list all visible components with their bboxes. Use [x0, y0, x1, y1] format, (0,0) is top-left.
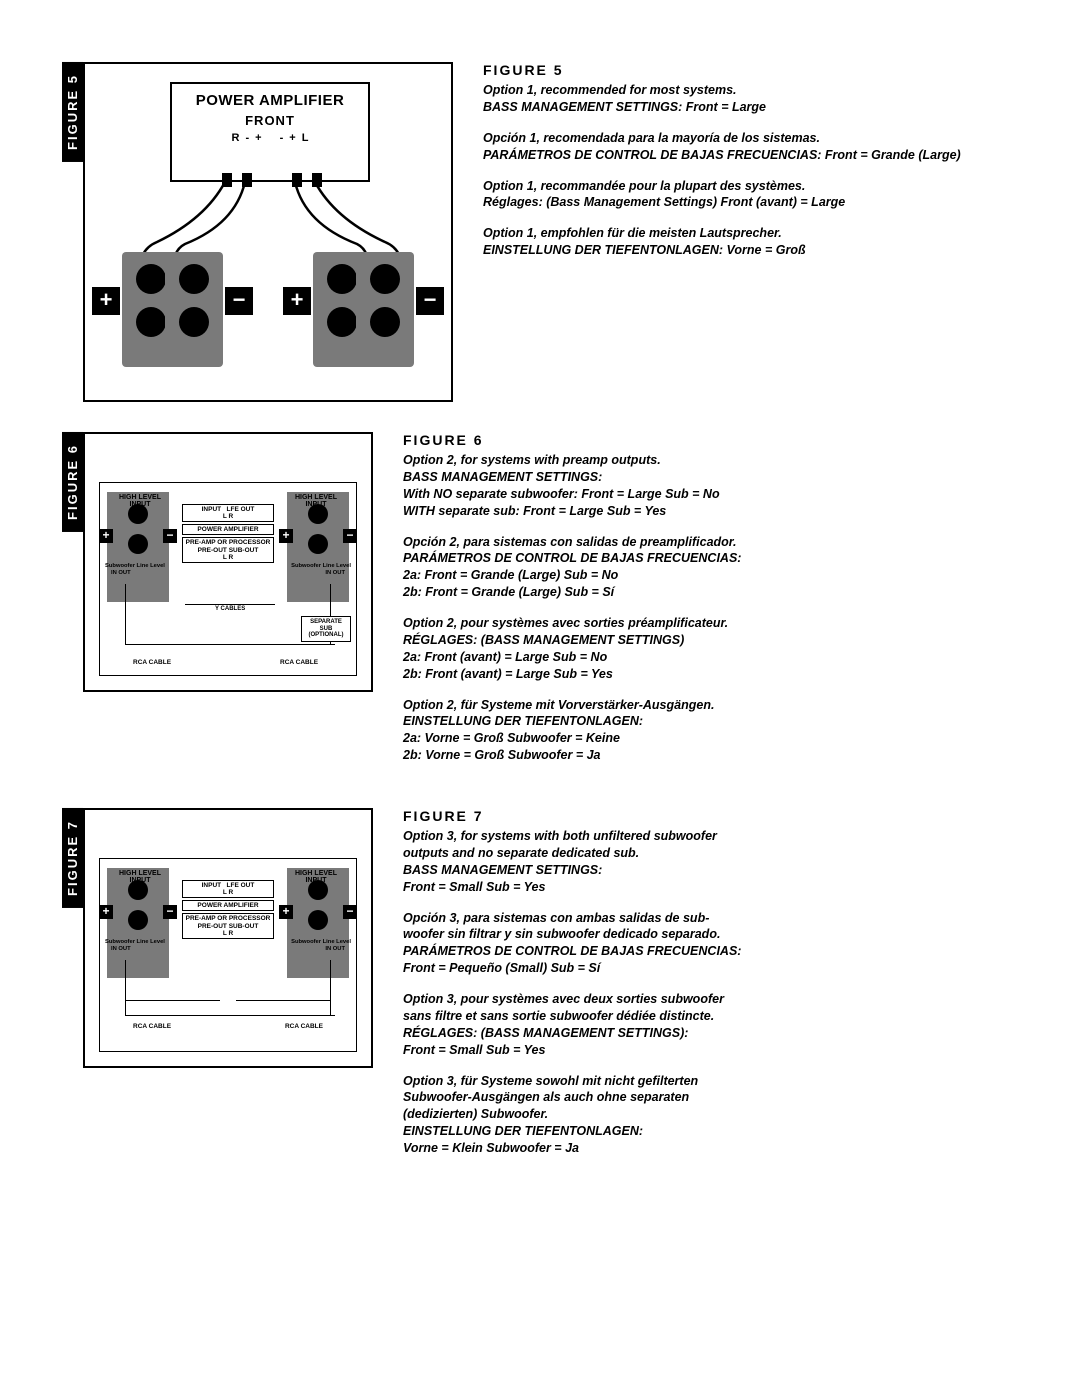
figure5-title: FIGURE 5 [483, 62, 1030, 78]
minus-icon: − [163, 905, 177, 919]
figure6-tab: FIGURE 6 [62, 432, 83, 532]
sub-line-label: Subwoofer Line Level [105, 940, 165, 946]
figure7-title: FIGURE 7 [403, 808, 1030, 824]
figure7-diagram: HIGH LEVELINPUT HIGH LEVELINPUT + − + − … [83, 808, 373, 1068]
minus-icon: − [416, 287, 444, 315]
speaker-icon [165, 252, 223, 367]
plus-icon: + [99, 529, 113, 543]
figure5-row: FIGURE 5 POWER AMPLIFIER FRONT R - + - +… [62, 62, 1030, 402]
figure5-text: FIGURE 5 Option 1, recommended for most … [483, 62, 1030, 402]
figure6-title: FIGURE 6 [403, 432, 1030, 448]
left-speaker-pair: + − [100, 232, 245, 382]
y-cables-label: Y CABLES [215, 606, 245, 612]
input-row: INPUT LFE OUT L R [182, 880, 274, 898]
minus-icon: − [163, 529, 177, 543]
power-amp-label: POWER AMPLIFIER [182, 900, 274, 911]
preamp-label: PRE-AMP OR PROCESSOR PRE-OUT SUB-OUT L R [182, 913, 274, 938]
speaker-icon [356, 252, 414, 367]
minus-icon: − [343, 905, 357, 919]
power-amp-label: POWER AMPLIFIER [182, 524, 274, 535]
rca-label: RCA CABLE [133, 1023, 171, 1030]
rca-label: RCA CABLE [280, 659, 318, 666]
center-stack: INPUT LFE OUT L R POWER AMPLIFIER PRE-AM… [182, 880, 274, 941]
plus-icon: + [92, 287, 120, 315]
figure5-diagram: POWER AMPLIFIER FRONT R - + - + L [83, 62, 453, 402]
minus-icon: − [225, 287, 253, 315]
figure6-diagram: HIGH LEVELINPUT HIGH LEVELINPUT + − + − … [83, 432, 373, 692]
plus-icon: + [283, 287, 311, 315]
in-out-label: IN OUT [325, 571, 345, 577]
high-level-label: HIGH LEVELINPUT [295, 870, 337, 884]
fig6-block-3: Option 2, für Systeme mit Vorverstärker-… [403, 697, 1030, 765]
high-level-label: HIGH LEVELINPUT [119, 494, 161, 508]
fig6-block-1: Opción 2, para sistemas con salidas de p… [403, 534, 1030, 602]
figure7-diagram-col: FIGURE 7 HIGH LEVELINPUT HIGH LEVELINPUT… [62, 808, 373, 1171]
rca-label: RCA CABLE [133, 659, 171, 666]
speaker-icon [287, 868, 349, 978]
figure7-row: FIGURE 7 HIGH LEVELINPUT HIGH LEVELINPUT… [62, 808, 1030, 1171]
in-out-label: IN OUT [325, 947, 345, 953]
figure6-diagram-col: FIGURE 6 HIGH LEVELINPUT HIGH LEVELINPUT… [62, 432, 373, 778]
figure6-row: FIGURE 6 HIGH LEVELINPUT HIGH LEVELINPUT… [62, 432, 1030, 778]
center-stack: INPUT LFE OUT L R POWER AMPLIFIER PRE-AM… [182, 504, 274, 565]
fig5-block-2: Option 1, recommandée pour la plupart de… [483, 178, 1030, 212]
figure6-text: FIGURE 6 Option 2, for systems with prea… [403, 432, 1030, 778]
fig7-block-3: Option 3, für Systeme sowohl mit nicht g… [403, 1073, 1030, 1157]
figure5-diagram-col: FIGURE 5 POWER AMPLIFIER FRONT R - + - +… [62, 62, 453, 402]
figure7-text: FIGURE 7 Option 3, for systems with both… [403, 808, 1030, 1171]
plus-icon: + [279, 529, 293, 543]
in-out-label: IN OUT [111, 571, 131, 577]
figure7-tab: FIGURE 7 [62, 808, 83, 908]
sub-line-label: Subwoofer Line Level [291, 564, 351, 570]
fig5-block-3: Option 1, empfohlen für die meisten Laut… [483, 225, 1030, 259]
figure5-tab: FIGURE 5 [62, 62, 83, 162]
input-row: INPUT LFE OUT L R [182, 504, 274, 522]
speaker-icon [107, 868, 169, 978]
high-level-label: HIGH LEVELINPUT [295, 494, 337, 508]
right-speaker-pair: + − [291, 232, 436, 382]
minus-icon: − [343, 529, 357, 543]
speaker-icon [287, 492, 349, 602]
in-out-label: IN OUT [111, 947, 131, 953]
fig7-block-2: Option 3, pour systèmes avec deux sortie… [403, 991, 1030, 1059]
fig5-block-1: Opción 1, recomendada para la mayoría de… [483, 130, 1030, 164]
speaker-icon [107, 492, 169, 602]
preamp-label: PRE-AMP OR PROCESSOR PRE-OUT SUB-OUT L R [182, 537, 274, 562]
sub-line-label: Subwoofer Line Level [105, 564, 165, 570]
fig7-block-1: Opción 3, para sistemas con ambas salida… [403, 910, 1030, 978]
plus-icon: + [279, 905, 293, 919]
fig6-block-2: Option 2, pour systèmes avec sorties pré… [403, 615, 1030, 683]
high-level-label: HIGH LEVELINPUT [119, 870, 161, 884]
fig5-block-0: Option 1, recommended for most systems.B… [483, 82, 1030, 116]
plus-icon: + [99, 905, 113, 919]
sub-line-label: Subwoofer Line Level [291, 940, 351, 946]
rca-label: RCA CABLE [285, 1023, 323, 1030]
fig7-block-0: Option 3, for systems with both unfilter… [403, 828, 1030, 896]
fig6-block-0: Option 2, for systems with preamp output… [403, 452, 1030, 520]
separate-sub-box: SEPARATE SUB(OPTIONAL) [301, 616, 351, 642]
